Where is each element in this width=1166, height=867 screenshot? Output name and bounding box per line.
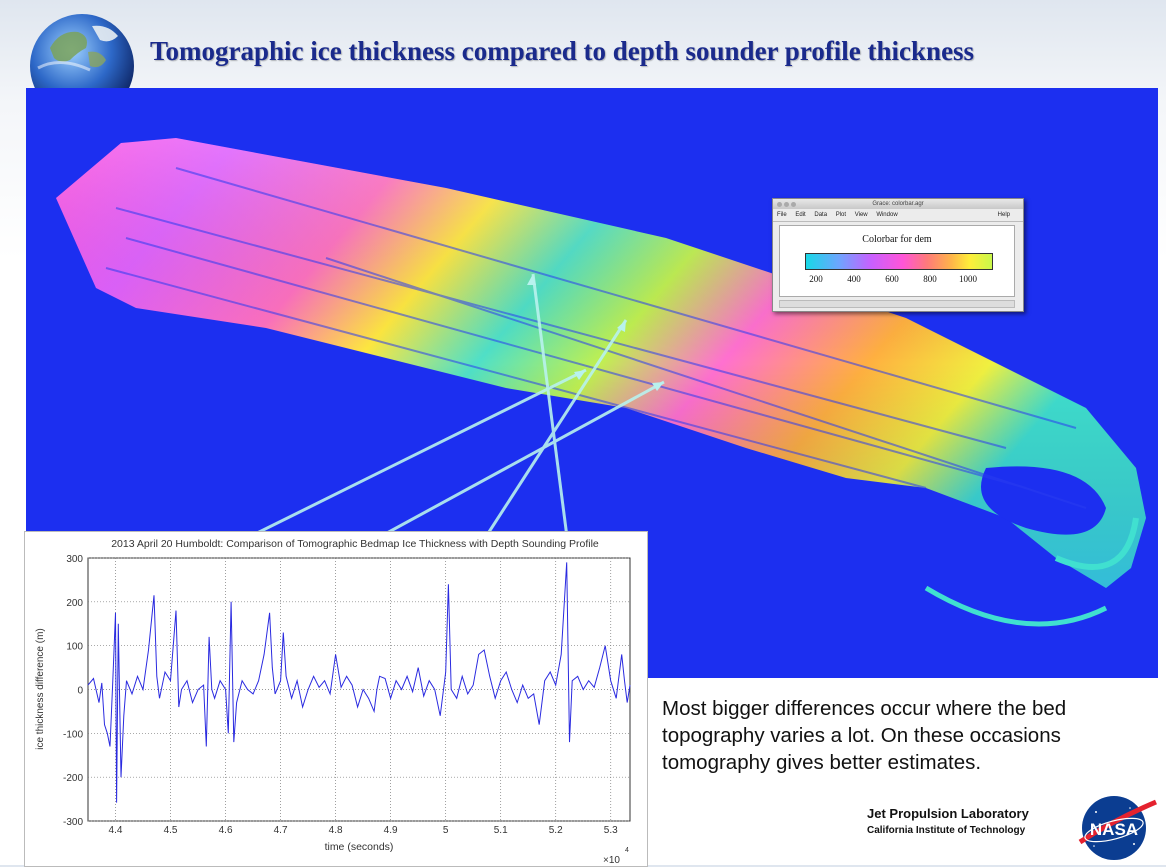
colorbar-menubar: File Edit Data Plot View Window Help xyxy=(773,209,1023,222)
x-tick-label: 4.7 xyxy=(274,825,288,836)
window-zoom-icon[interactable] xyxy=(791,202,796,207)
x-tick-label: 4.4 xyxy=(109,825,123,836)
y-tick-labels: -300 -200 -100 0 100 200 300 xyxy=(63,554,83,828)
menu-edit[interactable]: Edit xyxy=(795,212,806,218)
x-tick-label: 5 xyxy=(443,825,449,836)
colorbar-tick-label: 400 xyxy=(847,274,861,284)
nasa-logo-text: NASA xyxy=(1090,820,1138,839)
x-axis-label: time (seconds) xyxy=(325,841,394,853)
x-tick-label: 5.2 xyxy=(549,825,563,836)
menu-plot[interactable]: Plot xyxy=(835,212,847,218)
y-tick-label: 100 xyxy=(66,642,83,653)
slide-notes: Most bigger differences occur where the … xyxy=(662,697,1067,774)
menu-help[interactable]: Help xyxy=(997,212,1010,218)
plot-title: 2013 April 20 Humboldt: Comparison of To… xyxy=(111,538,599,550)
x-tick-label: 5.3 xyxy=(604,825,618,836)
colorbar-gradient xyxy=(805,253,993,270)
thickness-difference-plot: 2013 April 20 Humboldt: Comparison of To… xyxy=(24,531,648,867)
colorbar-tick-label: 800 xyxy=(923,274,937,284)
menu-window[interactable]: Window xyxy=(876,212,898,218)
series-line xyxy=(87,562,631,803)
y-axis-label: ice thickness difference (m) xyxy=(35,628,46,750)
colorbar-canvas: Colorbar for dem 200 400 600 800 1000 xyxy=(779,225,1015,297)
colorbar-heading: Colorbar for dem xyxy=(862,234,932,245)
x-tick-label: 5.1 xyxy=(494,825,508,836)
x-tick-label: 4.5 xyxy=(164,825,178,836)
y-tick-label: 300 xyxy=(66,554,83,565)
x-tick-label: 4.8 xyxy=(329,825,343,836)
menu-data[interactable]: Data xyxy=(814,212,828,218)
x-tick-label: 4.6 xyxy=(219,825,233,836)
y-tick-label: -100 xyxy=(63,729,83,740)
menu-file[interactable]: File xyxy=(777,212,787,218)
colorbar-tick-label: 1000 xyxy=(959,274,977,284)
colorbar-tick-label: 200 xyxy=(809,274,823,284)
x-multiplier-label: ×10 xyxy=(603,855,620,866)
slide-title: Tomographic ice thickness compared to de… xyxy=(150,36,975,66)
colorbar-tick-label: 600 xyxy=(885,274,899,284)
window-close-icon[interactable] xyxy=(777,202,782,207)
institution-subtitle: California Institute of Technology xyxy=(867,825,1026,836)
colorbar-scrollbar[interactable] xyxy=(779,300,1015,308)
institution-name: Jet Propulsion Laboratory xyxy=(867,806,1029,821)
x-tick-labels: 4.4 4.5 4.6 4.7 4.8 4.9 5 5.1 5.2 5.3 xyxy=(109,825,619,836)
y-tick-label: 200 xyxy=(66,598,83,609)
x-tick-label: 4.9 xyxy=(384,825,398,836)
x-multiplier-exponent: 4 xyxy=(625,847,629,854)
nasa-logo: NASA xyxy=(1074,790,1160,862)
y-tick-label: -200 xyxy=(63,773,83,784)
window-minimize-icon[interactable] xyxy=(784,202,789,207)
colorbar-window-title: Grace: colorbar.agr xyxy=(872,201,924,207)
colorbar-window[interactable]: Grace: colorbar.agr File Edit Data Plot … xyxy=(772,198,1024,312)
colorbar-window-titlebar[interactable]: Grace: colorbar.agr xyxy=(773,199,1023,209)
menu-view[interactable]: View xyxy=(854,212,868,218)
y-tick-label: -300 xyxy=(63,817,83,828)
colorbar-ticks: 200 400 600 800 1000 xyxy=(780,274,1014,288)
globe-logo xyxy=(30,8,140,88)
y-tick-label: 0 xyxy=(77,686,83,697)
